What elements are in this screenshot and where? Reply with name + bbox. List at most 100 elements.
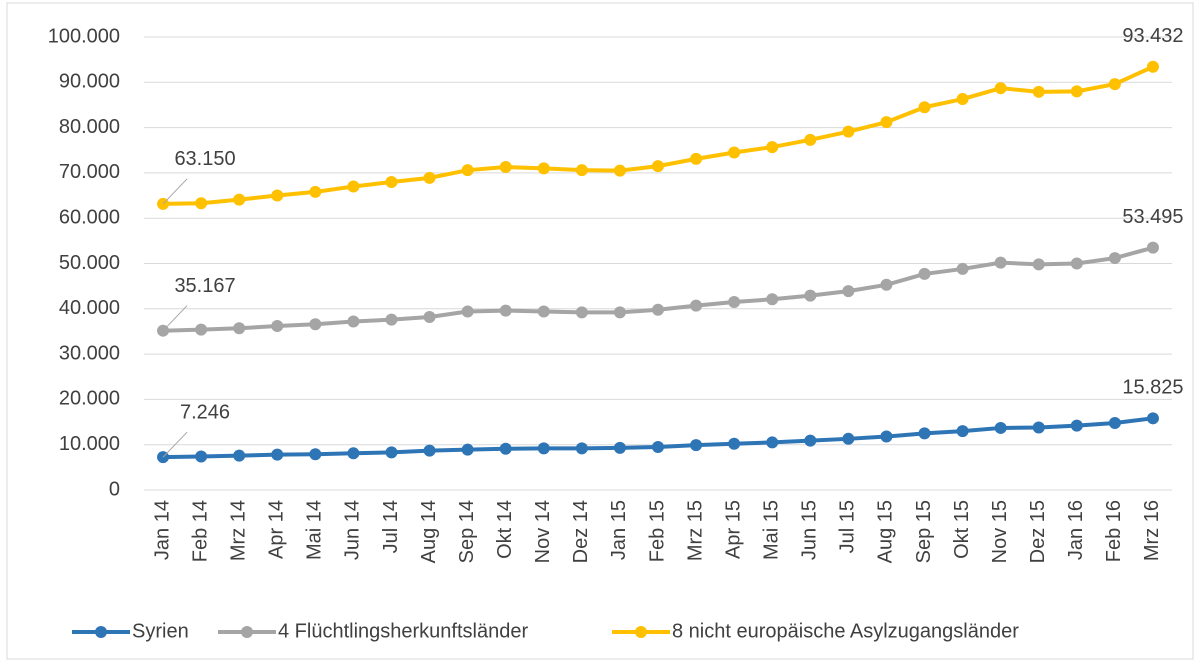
point bbox=[613, 441, 626, 454]
point bbox=[652, 303, 664, 316]
y-tick-label: 50.000 bbox=[59, 252, 120, 274]
point bbox=[918, 267, 931, 280]
point bbox=[271, 448, 284, 461]
point bbox=[613, 164, 626, 177]
point bbox=[1032, 85, 1045, 98]
data-label: 35.167 bbox=[174, 275, 235, 297]
x-tick-label: Jun 15 bbox=[799, 500, 821, 560]
x-tick-label: Jul 15 bbox=[837, 500, 859, 553]
point bbox=[880, 116, 893, 129]
y-tick-label: 10.000 bbox=[59, 433, 120, 455]
point bbox=[461, 305, 474, 318]
point bbox=[690, 439, 703, 452]
point bbox=[233, 322, 246, 335]
point bbox=[461, 443, 474, 456]
point bbox=[195, 323, 208, 336]
point bbox=[994, 82, 1007, 95]
point bbox=[537, 162, 550, 175]
point bbox=[728, 146, 741, 159]
point bbox=[347, 180, 360, 193]
x-tick-label: Aug 15 bbox=[875, 500, 897, 563]
point bbox=[233, 193, 246, 206]
leader-line bbox=[162, 305, 188, 332]
x-tick-label: Jun 14 bbox=[342, 500, 364, 560]
x-tick-label: Mai 14 bbox=[304, 500, 326, 560]
point bbox=[728, 296, 741, 309]
point bbox=[385, 175, 398, 188]
point bbox=[690, 299, 703, 312]
point bbox=[233, 449, 246, 462]
legend-marker bbox=[635, 626, 647, 638]
x-tick-label: Nov 15 bbox=[989, 500, 1011, 563]
point bbox=[766, 293, 779, 306]
y-tick-label: 20.000 bbox=[59, 388, 120, 410]
x-tick-label: Sep 15 bbox=[913, 500, 935, 563]
x-tick-label: Feb 14 bbox=[189, 500, 211, 562]
point bbox=[1146, 60, 1159, 73]
point bbox=[956, 93, 969, 106]
point bbox=[1108, 416, 1121, 429]
point bbox=[613, 306, 626, 319]
x-tick-label: Jan 15 bbox=[608, 500, 630, 560]
x-tick-label: Apr 15 bbox=[722, 500, 744, 559]
x-tick-label: Mrz 14 bbox=[227, 500, 249, 561]
point bbox=[766, 436, 779, 449]
point bbox=[652, 440, 664, 453]
y-tick-label: 100.000 bbox=[48, 25, 120, 47]
point bbox=[804, 289, 817, 302]
point bbox=[195, 450, 208, 463]
data-label: 63.150 bbox=[174, 148, 235, 170]
point bbox=[575, 164, 588, 177]
point bbox=[766, 141, 779, 154]
point bbox=[652, 160, 664, 173]
legend-label: Syrien bbox=[132, 620, 189, 642]
data-label: 15.825 bbox=[1122, 377, 1183, 399]
point bbox=[309, 318, 322, 331]
point bbox=[918, 101, 931, 114]
leader-line bbox=[162, 431, 188, 458]
point bbox=[842, 432, 855, 445]
point bbox=[1108, 252, 1121, 265]
legend-label: 4 Flüchtlingsherkunftsländer bbox=[278, 620, 528, 642]
data-label: 93.432 bbox=[1122, 25, 1183, 47]
point bbox=[690, 152, 703, 165]
x-tick-label: Jan 16 bbox=[1065, 500, 1087, 560]
legend-label: 8 nicht europäische Asylzugangsländer bbox=[672, 620, 1019, 642]
point bbox=[842, 285, 855, 298]
leader-line bbox=[162, 178, 188, 205]
point bbox=[1070, 257, 1083, 270]
y-tick-label: 60.000 bbox=[59, 206, 120, 228]
x-tick-label: Mrz 15 bbox=[684, 500, 706, 561]
data-label: 53.495 bbox=[1122, 206, 1183, 228]
x-tick-label: Dez 14 bbox=[570, 500, 592, 563]
point bbox=[385, 313, 398, 326]
x-tick-label: Dez 15 bbox=[1027, 500, 1049, 563]
y-tick-label: 90.000 bbox=[59, 71, 120, 93]
x-tick-label: Feb 16 bbox=[1103, 500, 1125, 562]
y-tick-label: 40.000 bbox=[59, 297, 120, 319]
x-tick-label: Jul 14 bbox=[380, 500, 402, 553]
legend-marker bbox=[241, 626, 253, 638]
data-label: 7.246 bbox=[180, 401, 230, 423]
y-tick-label: 70.000 bbox=[59, 161, 120, 183]
point bbox=[347, 315, 360, 328]
point bbox=[461, 164, 474, 177]
point bbox=[309, 448, 322, 461]
point bbox=[1032, 421, 1045, 434]
x-tick-label: Apr 14 bbox=[266, 500, 288, 559]
point bbox=[1108, 78, 1121, 91]
y-tick-label: 30.000 bbox=[59, 342, 120, 364]
point bbox=[1070, 419, 1083, 432]
point bbox=[1146, 412, 1159, 425]
point bbox=[271, 320, 284, 333]
point bbox=[918, 427, 931, 440]
point bbox=[994, 256, 1007, 269]
x-tick-label: Jan 14 bbox=[151, 500, 173, 560]
point bbox=[728, 437, 741, 450]
point bbox=[499, 161, 512, 174]
x-tick-label: Sep 14 bbox=[456, 500, 478, 563]
point bbox=[423, 444, 436, 457]
point bbox=[195, 197, 208, 210]
point bbox=[1070, 85, 1083, 98]
x-tick-label: Nov 14 bbox=[532, 500, 554, 563]
